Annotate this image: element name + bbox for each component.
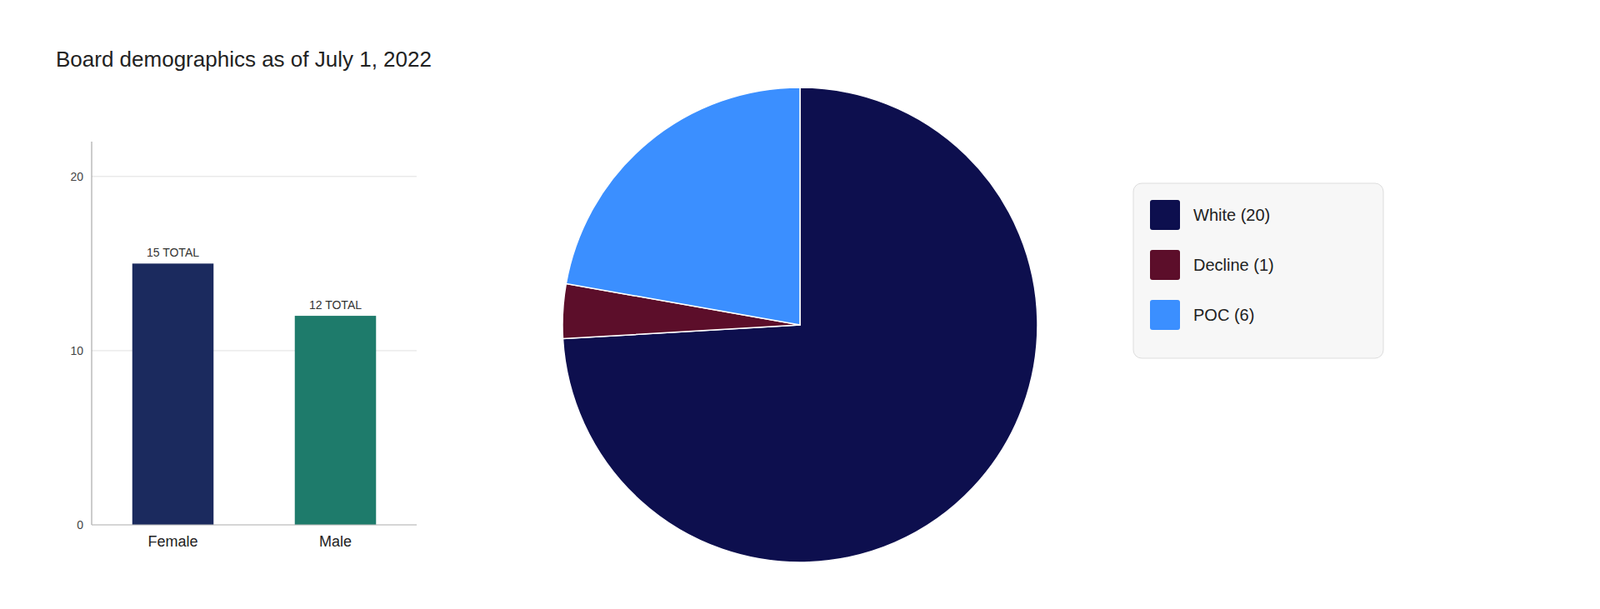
pie-slice [565, 87, 800, 325]
grid-line [91, 175, 417, 177]
x-tick-label: Male [319, 533, 352, 550]
x-tick-label: Female [147, 533, 198, 550]
y-tick-label: 10 [70, 344, 84, 358]
x-axis-line [91, 525, 417, 526]
y-tick-label: 20 [70, 170, 84, 184]
legend-swatch [1150, 300, 1180, 330]
bar [132, 263, 215, 525]
bar [295, 315, 377, 525]
legend-label: POC (6) [1193, 305, 1255, 325]
data-label: 12 TOTAL [309, 298, 362, 312]
background [0, 0, 1600, 609]
data-label: 15 TOTAL [146, 245, 200, 260]
chart-root: Board demographics as of July 1, 2022 0 10… [0, 0, 1600, 609]
y-tick-label: 0 [76, 518, 84, 532]
legend-swatch [1150, 250, 1180, 280]
legend: White (20) Decline (1) POC (6) [1133, 183, 1384, 359]
grid-line [91, 525, 417, 526]
legend-swatch [1150, 200, 1180, 230]
y-axis-line [91, 141, 93, 525]
bar-chart: 0 10 20 15 TOTAL Female 12 TOTAL Male [70, 141, 417, 550]
bar-marks [132, 263, 377, 525]
title: Board demographics as of July 1, 2022 [55, 46, 432, 72]
legend-label: White (20) [1193, 205, 1270, 225]
legend-box [1133, 183, 1384, 359]
legend-label: Decline (1) [1193, 255, 1275, 275]
pie-slice [562, 87, 1038, 563]
pie-chart [562, 87, 1038, 563]
